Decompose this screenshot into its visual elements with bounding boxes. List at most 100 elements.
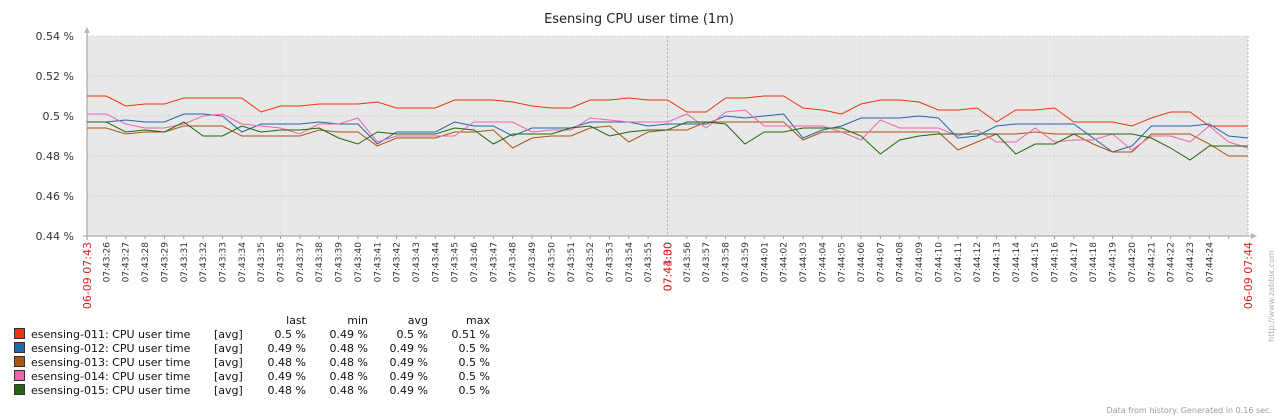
chart-title: Esensing CPU user time (1m): [544, 12, 734, 27]
legend-swatch: [14, 342, 25, 353]
x-tick-label: 07:44:18: [1089, 242, 1099, 283]
x-tick-label: 07:44:16: [1051, 242, 1061, 283]
legend-avg: 0.49 %: [389, 384, 428, 397]
x-tick-label: 07:44:21: [1147, 242, 1157, 282]
legend-last: 0.5 %: [274, 328, 306, 341]
y-axis: 0.54 % 0.52 % 0.5 % 0.48 % 0.46 % 0.44 %: [36, 27, 90, 243]
legend-min: 0.48 %: [329, 370, 368, 383]
y-tick-label: 0.44 %: [36, 230, 74, 243]
x-tick-label: 07:44:06: [857, 242, 867, 283]
series-line: [87, 113, 1249, 153]
x-tick-label: 07:43:50: [547, 242, 557, 283]
legend-row: esensing-014: CPU user time [avg] 0.49 %…: [14, 370, 490, 384]
x-tick-label: 07:44:24: [1205, 242, 1215, 283]
legend-func: [avg]: [214, 384, 243, 397]
legend-avg: 0.49 %: [389, 356, 428, 369]
legend-header-row: last min avg max: [14, 314, 490, 328]
y-tick-label: 0.48 %: [36, 150, 74, 163]
x-major-tick-label: 06-09 07:43: [81, 242, 94, 309]
legend-max: 0.51 %: [451, 328, 490, 341]
legend-swatch: [14, 384, 25, 395]
legend-row: esensing-015: CPU user time [avg] 0.48 %…: [14, 384, 490, 398]
x-tick-label: 07:43:41: [373, 242, 383, 282]
legend-row: esensing-013: CPU user time [avg] 0.48 %…: [14, 356, 490, 370]
x-tick-label: 07:44:10: [934, 242, 944, 283]
x-major-tick-label: 07:43:30: [662, 242, 675, 291]
x-axis: 07:43:26 07:43:27 07:43:28 07:43:29 07:43:31…: [81, 233, 1257, 309]
x-tick-label: 07:43:54: [625, 242, 635, 283]
x-tick-label: 07:44:03: [799, 242, 809, 282]
legend-last: 0.49 %: [267, 370, 306, 383]
x-tick-label: 07:43:56: [683, 242, 693, 283]
x-tick-label: 07:43:33: [218, 242, 228, 282]
legend-row: esensing-012: CPU user time [avg] 0.49 %…: [14, 342, 490, 356]
x-tick-label: 07:43:34: [238, 242, 248, 283]
series-lines: [87, 95, 1249, 161]
legend-last: 0.49 %: [267, 342, 306, 355]
legend-max: 0.5 %: [458, 384, 490, 397]
x-tick-label: 07:44:08: [896, 242, 906, 283]
x-tick-label: 07:44:12: [973, 242, 983, 282]
legend-swatch: [14, 356, 25, 367]
legend-header-max: max: [466, 314, 490, 327]
footer-note: Data from history. Generated in 0.16 sec…: [1107, 406, 1272, 415]
legend-func: [avg]: [214, 342, 243, 355]
x-tick-label: 07:43:29: [160, 242, 170, 283]
x-tick-label: 07:44:14: [1012, 242, 1022, 283]
y-tick-label: 0.54 %: [36, 30, 74, 43]
x-tick-label: 07:43:43: [412, 242, 422, 282]
x-tick-label: 07:44:04: [818, 242, 828, 283]
x-tick-label: 07:43:27: [122, 242, 132, 282]
x-tick-label: 07:43:28: [141, 242, 151, 283]
x-tick-label: 07:44:13: [992, 242, 1002, 282]
x-tick-label: 07:43:55: [644, 242, 654, 282]
x-tick-label: 07:44:17: [1070, 242, 1080, 282]
series-line: [87, 109, 1249, 151]
legend-series-name: esensing-011: CPU user time: [31, 328, 191, 341]
legend-min: 0.48 %: [329, 356, 368, 369]
y-tick-label: 0.46 %: [36, 190, 74, 203]
series-line: [87, 95, 1248, 127]
x-tick-label: 07:43:38: [315, 242, 325, 283]
legend-swatch: [14, 370, 25, 381]
legend-func: [avg]: [214, 370, 243, 383]
legend-max: 0.5 %: [458, 356, 490, 369]
x-tick-label: 07:43:47: [489, 242, 499, 282]
x-tick-label: 07:43:37: [296, 242, 306, 282]
legend-max: 0.5 %: [458, 370, 490, 383]
x-tick-label: 07:43:26: [102, 242, 112, 283]
x-tick-label: 07:43:53: [605, 242, 615, 282]
x-major-tick-label: 07:44:00: [662, 242, 675, 291]
x-tick-label: 07:43:59: [741, 242, 751, 283]
x-tick-label: 07:43:35: [257, 242, 267, 282]
legend-series-name: esensing-014: CPU user time: [31, 370, 191, 383]
x-tick-label: 07:43:36: [277, 242, 287, 283]
legend-func: [avg]: [214, 356, 243, 369]
legend-series-name: esensing-013: CPU user time: [31, 356, 191, 369]
legend-header-min: min: [347, 314, 368, 327]
x-major-tick-label: 06-09 07:44: [1242, 242, 1255, 309]
legend: last min avg max esensing-011: CPU user …: [14, 314, 490, 398]
x-tick-label: 07:43:51: [567, 242, 577, 282]
legend-avg: 0.49 %: [389, 342, 428, 355]
x-tick-label: 07:43:40: [354, 242, 364, 283]
x-tick-label: 07:43:57: [702, 242, 712, 282]
x-tick-label: 07:44:22: [1167, 242, 1177, 282]
x-tick-label: 07:44:20: [1128, 242, 1138, 283]
x-tick-label: 07:43:52: [586, 242, 596, 282]
x-tick-label: 07:43:48: [509, 242, 519, 283]
x-tick-label: 07:43:46: [470, 242, 480, 283]
x-tick-label: 07:43:32: [199, 242, 209, 282]
legend-row: esensing-011: CPU user time [avg] 0.5 % …: [14, 328, 490, 342]
x-tick-label: 07:44:07: [876, 242, 886, 282]
x-tick-label: 07:44:15: [1031, 242, 1041, 282]
series-line: [87, 121, 1248, 161]
x-axis-arrow: [1251, 233, 1257, 239]
x-tick-label: 07:44:01: [760, 242, 770, 282]
legend-swatch: [14, 328, 25, 339]
legend-max: 0.5 %: [458, 342, 490, 355]
legend-header-avg: avg: [407, 314, 428, 327]
legend-avg: 0.49 %: [389, 370, 428, 383]
x-tick-label: 07:44:11: [954, 242, 964, 282]
